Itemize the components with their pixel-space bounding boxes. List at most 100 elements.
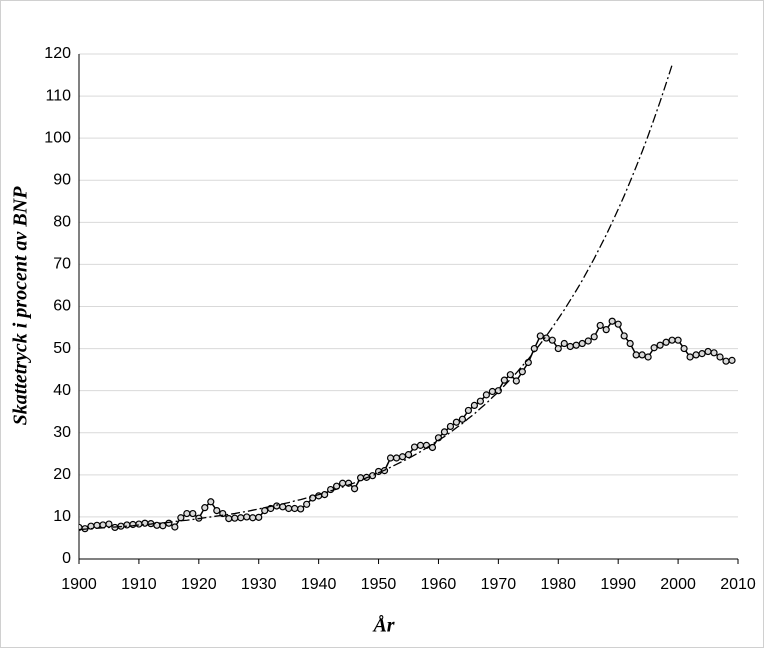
data-point: [123, 521, 131, 529]
data-point: [632, 351, 640, 359]
data-point: [135, 520, 143, 528]
x-tick-label: 1910: [121, 576, 157, 593]
y-axis-title: Skattetryck i procent av BNP: [10, 186, 32, 426]
data-point: [273, 502, 281, 510]
x-tick-label: 1970: [481, 576, 517, 593]
data-point: [614, 320, 622, 328]
y-tick-label: 20: [53, 466, 71, 483]
x-tick-label: 1990: [600, 576, 636, 593]
data-point: [620, 332, 628, 340]
y-tick-label: 90: [53, 171, 71, 188]
data-point: [159, 522, 167, 530]
data-point: [404, 451, 413, 459]
data-point: [93, 521, 101, 529]
data-point: [494, 387, 502, 395]
data-point: [141, 519, 149, 527]
data-point: [704, 347, 712, 356]
data-point: [692, 351, 700, 359]
data-point: [416, 441, 425, 449]
data-point: [225, 514, 233, 523]
data-point: [524, 358, 532, 367]
data-point: [99, 521, 107, 529]
data-point: [303, 500, 311, 508]
data-point: [668, 336, 676, 344]
data-point: [291, 504, 299, 513]
data-point: [261, 507, 269, 515]
data-point: [368, 472, 377, 480]
data-point: [644, 353, 652, 361]
data-point: [680, 344, 688, 353]
data-point: [686, 353, 694, 361]
data-point: [464, 406, 473, 415]
y-tick-label: 50: [53, 340, 71, 357]
data-point: [638, 351, 646, 359]
data-point: [458, 415, 467, 423]
data-point: [566, 342, 574, 351]
data-point: [482, 391, 490, 399]
data-point: [518, 368, 526, 376]
series-line: [79, 64, 673, 531]
x-tick-label: 1920: [181, 576, 217, 593]
data-point: [177, 514, 185, 522]
x-tick-label: 1980: [540, 576, 576, 593]
x-tick-label: 1900: [61, 576, 97, 593]
data-point: [716, 353, 724, 361]
data-point: [249, 514, 257, 522]
data-point: [548, 336, 556, 344]
y-tick-label: 120: [44, 45, 71, 62]
data-point: [452, 418, 461, 426]
x-axis-title: År: [371, 615, 394, 637]
data-point: [410, 443, 419, 451]
data-point: [656, 341, 664, 349]
data-point: [698, 350, 706, 358]
data-point: [578, 339, 586, 348]
x-tick-label: 2000: [660, 576, 696, 593]
y-tick-label: 40: [53, 382, 71, 399]
data-point: [243, 513, 251, 521]
y-tick-label: 0: [62, 550, 71, 567]
y-tick-label: 30: [53, 424, 71, 441]
data-point: [470, 401, 478, 409]
data-point: [350, 485, 359, 493]
data-point: [590, 333, 598, 341]
x-tick-label: 1950: [361, 576, 397, 593]
y-tick-label: 70: [53, 256, 71, 273]
data-point: [506, 371, 514, 379]
data-point: [321, 491, 329, 499]
data-point: [662, 338, 670, 346]
y-tick-label: 110: [45, 87, 71, 104]
x-tick-label: 1960: [421, 576, 457, 593]
data-point: [650, 344, 658, 352]
data-point: [596, 321, 604, 330]
data-point: [584, 337, 592, 345]
data-point: [674, 336, 682, 344]
data-point: [446, 422, 455, 431]
data-point: [398, 453, 407, 461]
x-tick-label: 2010: [720, 576, 756, 593]
y-tick-label: 100: [44, 129, 71, 146]
data-point: [386, 454, 395, 462]
data-point: [339, 479, 347, 487]
data-point: [237, 514, 245, 522]
plot-area: [79, 64, 736, 533]
y-tick-label: 10: [53, 508, 71, 525]
data-point: [171, 523, 179, 531]
data-point: [201, 504, 209, 512]
data-point: [213, 507, 221, 515]
data-point: [231, 514, 239, 522]
data-point: [279, 503, 287, 511]
data-point: [189, 509, 197, 518]
data-point: [728, 356, 736, 364]
x-tick-label: 1940: [301, 576, 337, 593]
data-point: [428, 443, 437, 452]
data-point: [710, 349, 718, 357]
data-point: [297, 505, 305, 513]
data-point: [554, 344, 562, 353]
data-point: [440, 428, 449, 436]
data-point: [542, 334, 550, 342]
data-point: [183, 509, 191, 518]
data-point: [722, 357, 730, 365]
data-point: [602, 326, 610, 334]
